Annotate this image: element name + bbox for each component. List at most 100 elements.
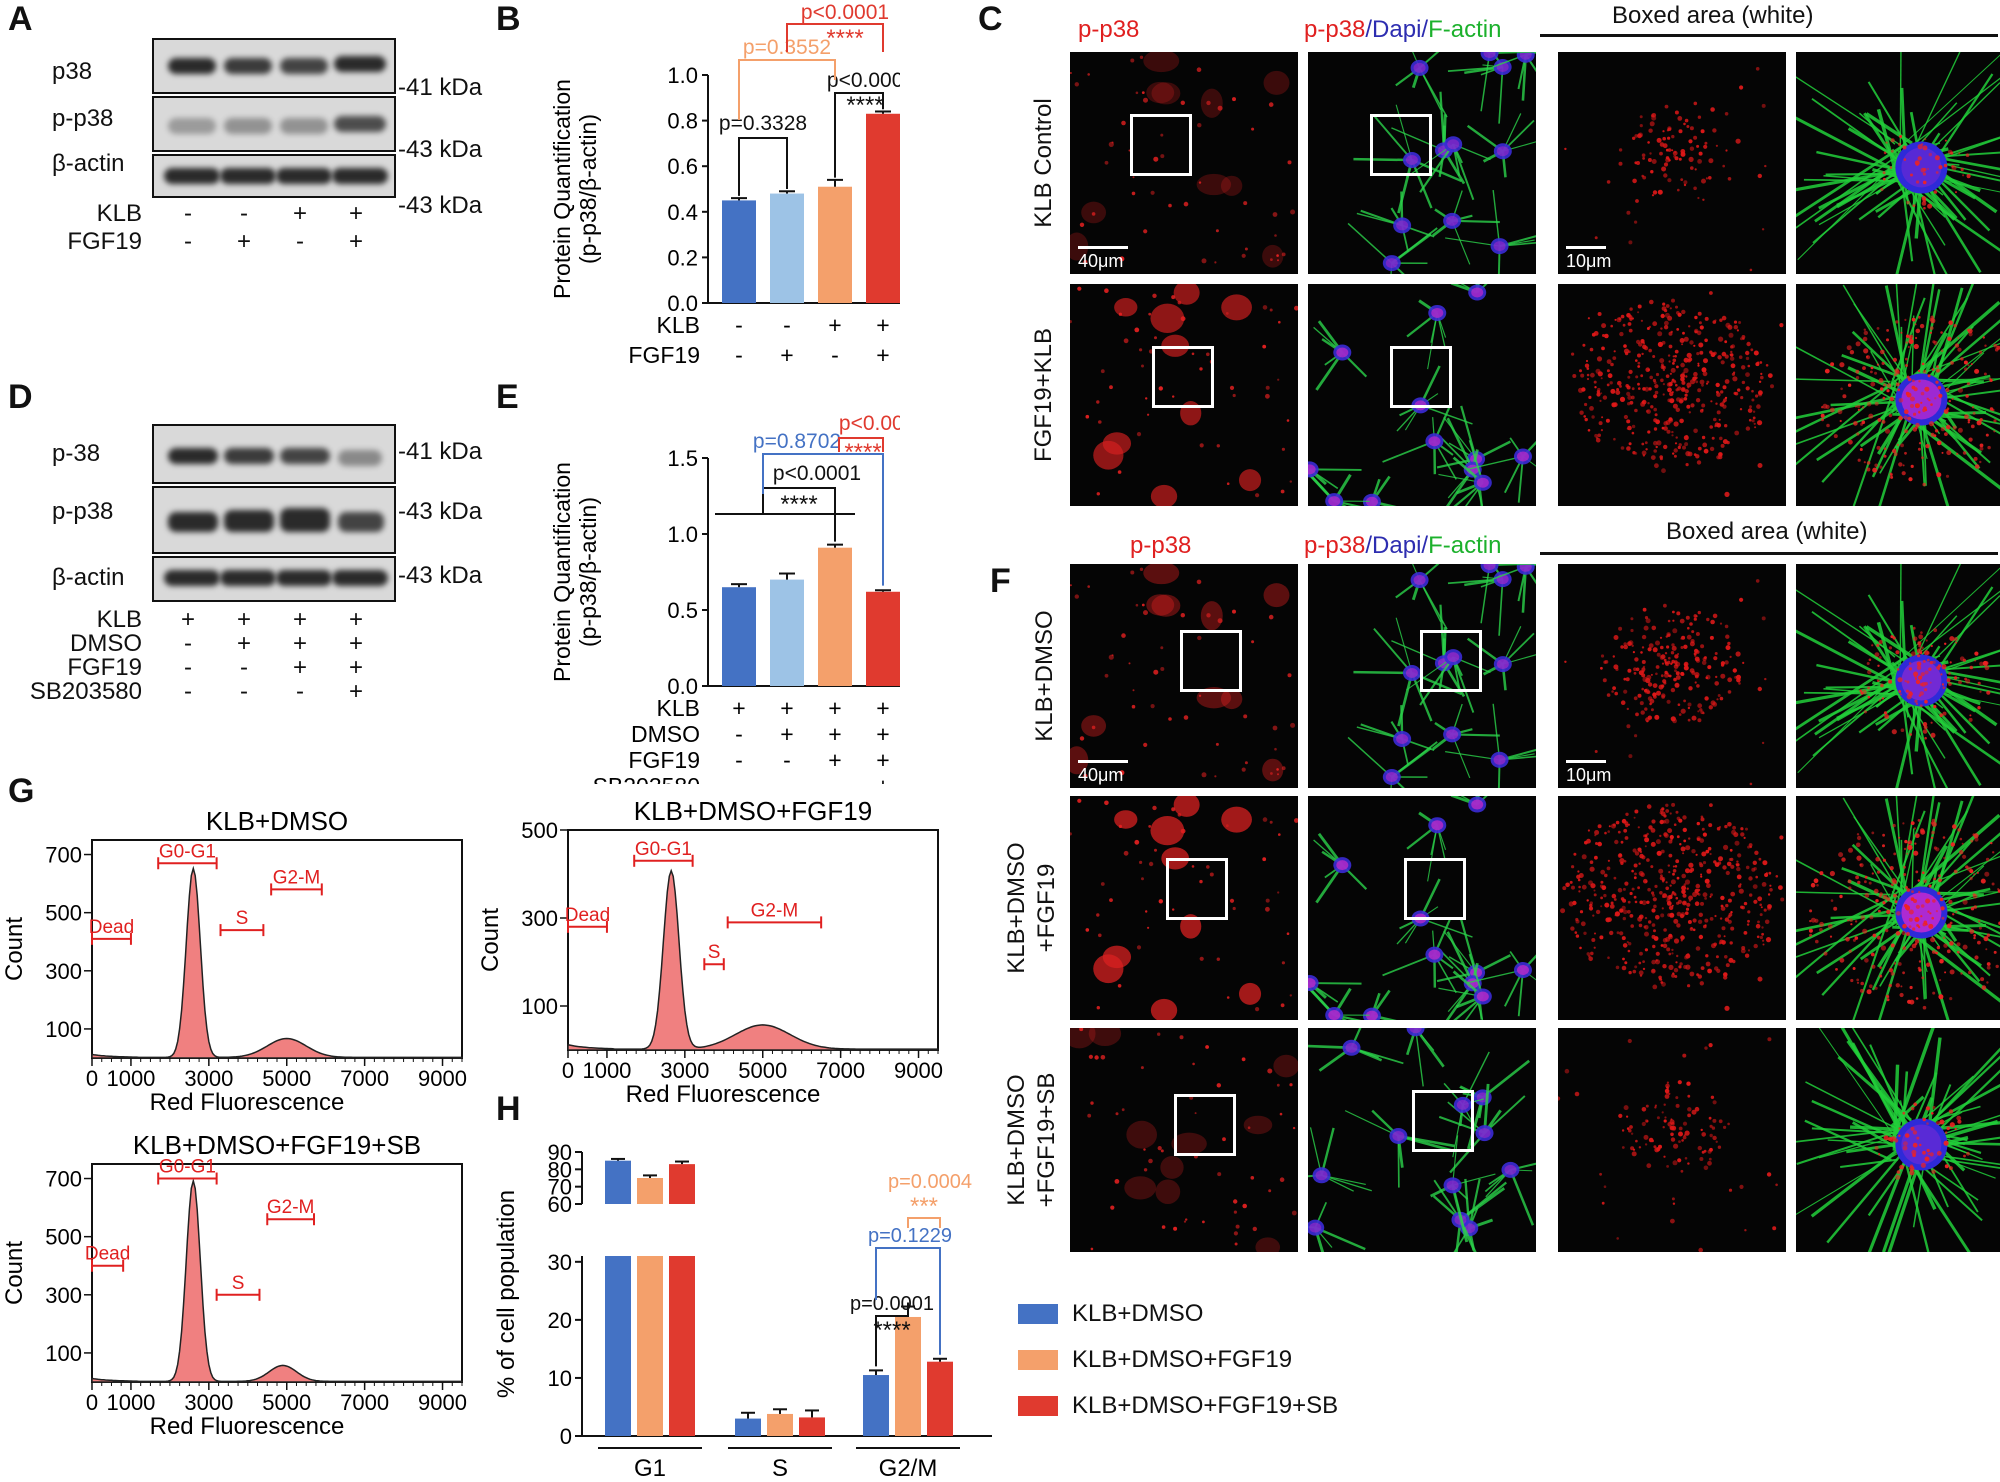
bar: [722, 587, 756, 686]
x-tick-label: 9000: [418, 1390, 467, 1415]
y-tick-label: 0.6: [667, 154, 698, 179]
condition-label: KLB: [96, 200, 142, 227]
boxed-region: [1420, 630, 1482, 692]
condition-sign: +: [780, 695, 793, 721]
kda-label: -41 kDa: [398, 74, 483, 101]
panel-label-e: E: [496, 378, 519, 416]
significance-stars: ****: [846, 92, 883, 119]
condition-label: KLB: [96, 606, 142, 633]
boxed-region: [1390, 346, 1452, 408]
y-tick-label: 1.0: [667, 522, 698, 547]
condition-sign: -: [296, 678, 304, 705]
y-axis-label: Count: [1, 1241, 28, 1305]
condition-sign: +: [876, 773, 889, 784]
y-tick-label: 700: [45, 843, 82, 868]
y-tick-label: 80: [548, 1157, 572, 1182]
p-value-label: p=0.3328: [719, 112, 807, 135]
column-title-merge: p-p38/Dapi/F-actin: [1304, 532, 1501, 560]
condition-sign: +: [732, 695, 745, 721]
legend-label: KLB+DMSO+FGF19: [1072, 1346, 1293, 1373]
condition-sign: -: [783, 747, 791, 773]
kda-label: -43 kDa: [398, 562, 483, 589]
y-axis-label: Protein Quantification(p-p38/β-actin): [549, 462, 601, 682]
y-tick-label: 0.0: [667, 291, 698, 316]
legend-green: F-actin: [1428, 16, 1502, 43]
condition-sign: -: [184, 654, 192, 681]
condition-sign: +: [348, 630, 363, 657]
histogram-area: [91, 1177, 463, 1383]
column-title-merge: p-p38/Dapi/F-actin: [1304, 16, 1501, 44]
image-merge: [1308, 284, 1536, 506]
condition-sign: -: [296, 228, 304, 255]
blot-row-label: β-actin: [52, 564, 125, 591]
y-tick-label: 300: [521, 906, 558, 931]
bar: [927, 1361, 953, 1436]
y-tick-label: 300: [45, 959, 82, 984]
p-value-label: p<0.0001: [801, 1, 889, 24]
y-tick-label: 0.5: [667, 598, 698, 623]
histogram: KLB+DMSO 0 1000 3000 5000 7000 9000 100 300 500 70…: [1, 806, 467, 1116]
condition-sign: +: [348, 678, 363, 705]
significance-bracket: [738, 137, 788, 196]
y-tick-label: 0: [560, 1424, 572, 1449]
column-title: p-p38: [1130, 532, 1192, 559]
condition-sign: +: [348, 228, 363, 255]
image-p-p38: [1070, 796, 1298, 1020]
condition-sign: +: [236, 228, 251, 255]
x-axis-label: Red Fluorescence: [626, 1081, 821, 1108]
gate-label: G2-M: [751, 900, 799, 921]
bar: [735, 1418, 761, 1436]
y-tick-label: 500: [45, 901, 82, 926]
condition-sign: +: [780, 342, 793, 368]
x-tick-label: 3000: [184, 1390, 233, 1415]
image-zoom-p-p38: 10μm: [1558, 52, 1786, 274]
condition-sign: +: [348, 200, 363, 227]
condition-sign: -: [184, 200, 192, 227]
p-value-label: p<0.0001: [839, 412, 900, 435]
condition-label: KLB: [657, 695, 700, 721]
gate-label: S: [232, 1273, 245, 1294]
y-tick-label: 10: [548, 1366, 572, 1391]
blot-row-label: p38: [52, 58, 93, 85]
blot-row-label: p-38: [52, 440, 101, 467]
gate-label: Dead: [565, 905, 610, 926]
category-label: G1: [634, 1455, 666, 1480]
y-tick-label: 100: [45, 1341, 82, 1366]
blot-p-p38: [152, 96, 396, 152]
bar: [895, 1316, 921, 1436]
blot-beta-actin-d: [152, 556, 396, 602]
y-tick-label: 100: [45, 1017, 82, 1042]
row-label: KLB+DMSO +FGF19+SB: [1002, 1030, 1062, 1250]
significance-bracket: [738, 59, 836, 120]
image-p-p38: 40μm: [1070, 52, 1298, 274]
scale-bar-40um: 40μm: [1078, 760, 1128, 786]
bar: [770, 193, 804, 303]
condition-sign: +: [876, 721, 889, 747]
category-label: S: [772, 1455, 788, 1480]
x-tick-label: 1000: [106, 1390, 155, 1415]
condition-sign: +: [828, 721, 841, 747]
significance-stars: ****: [873, 1317, 910, 1344]
histogram: KLB+DMSO+FGF19 0 1000 3000 5000 7000 9000 100 30…: [477, 796, 943, 1108]
kda-label: -43 kDa: [398, 498, 483, 525]
condition-sign: +: [292, 654, 307, 681]
condition-sign: +: [292, 200, 307, 227]
scale-bar-label: 10μm: [1566, 765, 1612, 785]
boxed-area-title: Boxed area (white): [1612, 2, 1814, 29]
condition-sign: +: [292, 606, 307, 633]
image-zoom-merge: [1796, 564, 2000, 788]
bar-chart-b: Protein Quantification(p-p38/β-actin) 0.0…: [549, 1, 900, 368]
row-label: KLB Control: [1030, 98, 1057, 228]
x-tick-label: 9000: [894, 1058, 943, 1083]
kda-label: -43 kDa: [398, 136, 483, 163]
significance-bracket: [762, 487, 836, 542]
bar: [770, 579, 804, 686]
y-axis-label: Protein Quantification(p-p38/β-actin): [549, 79, 601, 299]
boxed-region: [1130, 114, 1192, 176]
condition-sign: +: [876, 695, 889, 721]
condition-sign: -: [831, 342, 839, 368]
gate-label: G0-G1: [635, 839, 692, 860]
bar: [669, 1256, 695, 1436]
condition-label: DMSO: [70, 630, 142, 657]
panel-label-f: F: [990, 562, 1011, 600]
